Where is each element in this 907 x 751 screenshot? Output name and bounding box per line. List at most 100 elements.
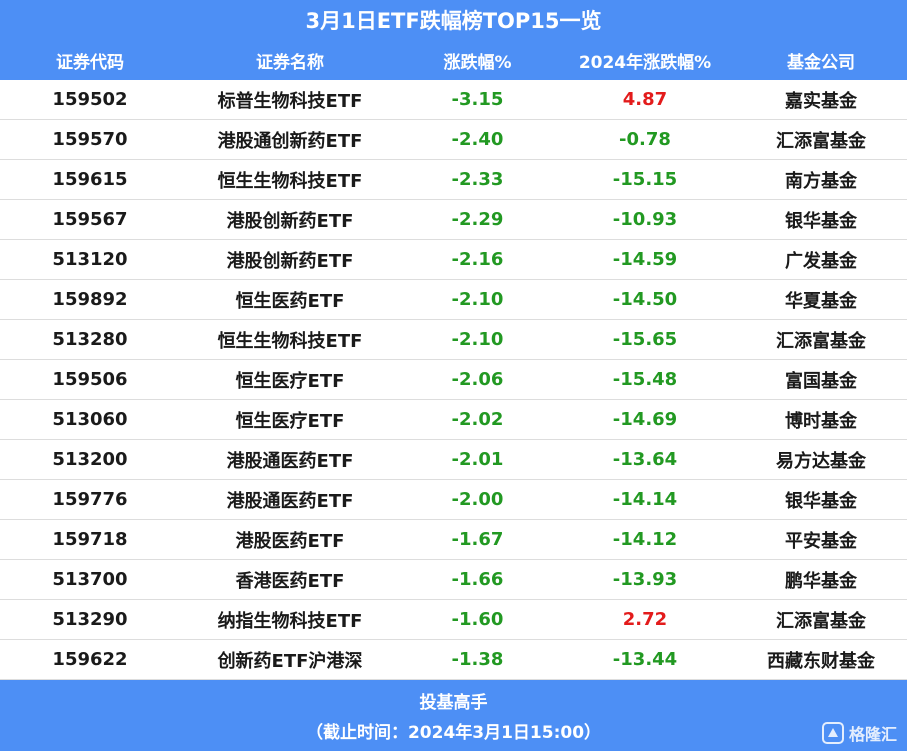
row-ytd: -14.12 bbox=[612, 529, 678, 550]
row-code: 159892 bbox=[52, 289, 128, 310]
row-change: -1.60 bbox=[451, 609, 504, 630]
table-header: 证券代码 证券名称 涨跌幅% 2024年涨跌幅% 基金公司 bbox=[0, 40, 907, 80]
row-code: 159622 bbox=[52, 649, 128, 670]
row-company: 银华基金 bbox=[785, 490, 857, 512]
row-name: 香港医药ETF bbox=[235, 570, 345, 592]
row-change: -2.29 bbox=[451, 209, 504, 230]
table-row: 513280 恒生生物科技ETF -2.10 -15.65 汇添富基金 bbox=[0, 320, 907, 360]
row-code: 513700 bbox=[52, 569, 128, 590]
row-ytd: -14.59 bbox=[612, 249, 678, 270]
row-company: 汇添富基金 bbox=[776, 130, 866, 152]
gelonghui-logo-icon bbox=[821, 722, 844, 744]
row-change: -1.38 bbox=[451, 649, 504, 670]
row-name: 纳指生物科技ETF bbox=[217, 610, 363, 632]
row-ytd: -0.78 bbox=[619, 129, 671, 150]
row-ytd: -13.64 bbox=[612, 449, 678, 470]
row-company: 汇添富基金 bbox=[776, 330, 866, 352]
table-row: 513060 恒生医疗ETF -2.02 -14.69 博时基金 bbox=[0, 400, 907, 440]
row-change: -2.10 bbox=[451, 289, 504, 310]
row-company: 富国基金 bbox=[785, 370, 857, 392]
row-ytd: 2.72 bbox=[622, 609, 668, 630]
row-change: -2.02 bbox=[451, 409, 504, 430]
row-code: 159718 bbox=[52, 529, 128, 550]
row-name: 港股通医药ETF bbox=[226, 490, 354, 512]
table-row: 159502 标普生物科技ETF -3.15 4.87 嘉实基金 bbox=[0, 80, 907, 120]
footer-timestamp: （截止时间：2024年3月1日15:00） bbox=[305, 723, 602, 743]
row-change: -3.15 bbox=[451, 89, 504, 110]
row-company: 易方达基金 bbox=[776, 450, 866, 472]
table-row: 159892 恒生医药ETF -2.10 -14.50 华夏基金 bbox=[0, 280, 907, 320]
row-code: 513290 bbox=[52, 609, 128, 630]
row-name: 港股通创新药ETF bbox=[217, 130, 363, 152]
header-name: 证券名称 bbox=[256, 52, 324, 73]
footer-source: 投基高手 bbox=[419, 693, 488, 713]
row-change: -1.66 bbox=[451, 569, 504, 590]
row-name: 创新药ETF沪港深 bbox=[217, 650, 363, 672]
row-code: 513280 bbox=[52, 329, 128, 350]
table-row: 159776 港股通医药ETF -2.00 -14.14 银华基金 bbox=[0, 480, 907, 520]
row-company: 平安基金 bbox=[785, 530, 857, 552]
table-row: 159570 港股通创新药ETF -2.40 -0.78 汇添富基金 bbox=[0, 120, 907, 160]
row-code: 513060 bbox=[52, 409, 128, 430]
table-row: 159506 恒生医疗ETF -2.06 -15.48 富国基金 bbox=[0, 360, 907, 400]
row-ytd: -10.93 bbox=[612, 209, 678, 230]
row-code: 513120 bbox=[52, 249, 128, 270]
row-company: 博时基金 bbox=[785, 410, 857, 432]
row-change: -2.10 bbox=[451, 329, 504, 350]
row-name: 恒生生物科技ETF bbox=[217, 170, 363, 192]
row-ytd: -14.50 bbox=[612, 289, 678, 310]
row-name: 港股创新药ETF bbox=[226, 250, 354, 272]
row-change: -2.33 bbox=[451, 169, 504, 190]
row-ytd: -15.48 bbox=[612, 369, 678, 390]
table-footer: 投基高手 （截止时间：2024年3月1日15:00） 格隆汇 bbox=[0, 680, 907, 751]
header-code: 证券代码 bbox=[56, 52, 124, 73]
table-row: 159622 创新药ETF沪港深 -1.38 -13.44 西藏东财基金 bbox=[0, 640, 907, 680]
row-code: 159776 bbox=[52, 489, 128, 510]
row-name: 港股通医药ETF bbox=[226, 450, 354, 472]
row-company: 西藏东财基金 bbox=[767, 650, 875, 672]
header-company: 基金公司 bbox=[787, 52, 855, 73]
table-row: 159615 恒生生物科技ETF -2.33 -15.15 南方基金 bbox=[0, 160, 907, 200]
row-code: 159502 bbox=[52, 89, 128, 110]
table-row: 513120 港股创新药ETF -2.16 -14.59 广发基金 bbox=[0, 240, 907, 280]
row-change: -2.00 bbox=[451, 489, 504, 510]
row-change: -2.01 bbox=[451, 449, 504, 470]
table-row: 513200 港股通医药ETF -2.01 -13.64 易方达基金 bbox=[0, 440, 907, 480]
row-name: 港股医药ETF bbox=[235, 530, 345, 552]
row-name: 恒生医疗ETF bbox=[235, 410, 345, 432]
row-company: 汇添富基金 bbox=[776, 610, 866, 632]
row-name: 恒生生物科技ETF bbox=[217, 330, 363, 352]
row-company: 鹏华基金 bbox=[785, 570, 857, 592]
row-name: 恒生医药ETF bbox=[235, 290, 345, 312]
row-ytd: -15.65 bbox=[612, 329, 678, 350]
row-change: -2.16 bbox=[451, 249, 504, 270]
table-row: 159718 港股医药ETF -1.67 -14.12 平安基金 bbox=[0, 520, 907, 560]
row-company: 南方基金 bbox=[785, 170, 857, 192]
row-name: 恒生医疗ETF bbox=[235, 370, 345, 392]
row-name: 标普生物科技ETF bbox=[217, 90, 363, 112]
header-ytd: 2024年涨跌幅% bbox=[578, 52, 712, 73]
row-code: 159615 bbox=[52, 169, 128, 190]
row-change: -1.67 bbox=[451, 529, 504, 550]
row-change: -2.40 bbox=[451, 129, 504, 150]
row-code: 159570 bbox=[52, 129, 128, 150]
row-code: 159567 bbox=[52, 209, 128, 230]
watermark-text: 格隆汇 bbox=[848, 725, 897, 744]
row-ytd: -13.93 bbox=[612, 569, 678, 590]
row-company: 广发基金 bbox=[785, 250, 857, 272]
row-name: 港股创新药ETF bbox=[226, 210, 354, 232]
table-title: 3月1日ETF跌幅榜TOP15一览 bbox=[0, 0, 907, 40]
row-ytd: -13.44 bbox=[612, 649, 678, 670]
row-company: 嘉实基金 bbox=[785, 90, 857, 112]
row-ytd: 4.87 bbox=[622, 89, 668, 110]
row-ytd: -14.14 bbox=[612, 489, 678, 510]
header-change: 涨跌幅% bbox=[443, 52, 512, 73]
watermark-logo: 格隆汇 bbox=[821, 720, 897, 746]
table-row: 159567 港股创新药ETF -2.29 -10.93 银华基金 bbox=[0, 200, 907, 240]
table-row: 513700 香港医药ETF -1.66 -13.93 鹏华基金 bbox=[0, 560, 907, 600]
row-company: 华夏基金 bbox=[785, 290, 857, 312]
table-row: 513290 纳指生物科技ETF -1.60 2.72 汇添富基金 bbox=[0, 600, 907, 640]
row-company: 银华基金 bbox=[785, 210, 857, 232]
row-change: -2.06 bbox=[451, 369, 504, 390]
